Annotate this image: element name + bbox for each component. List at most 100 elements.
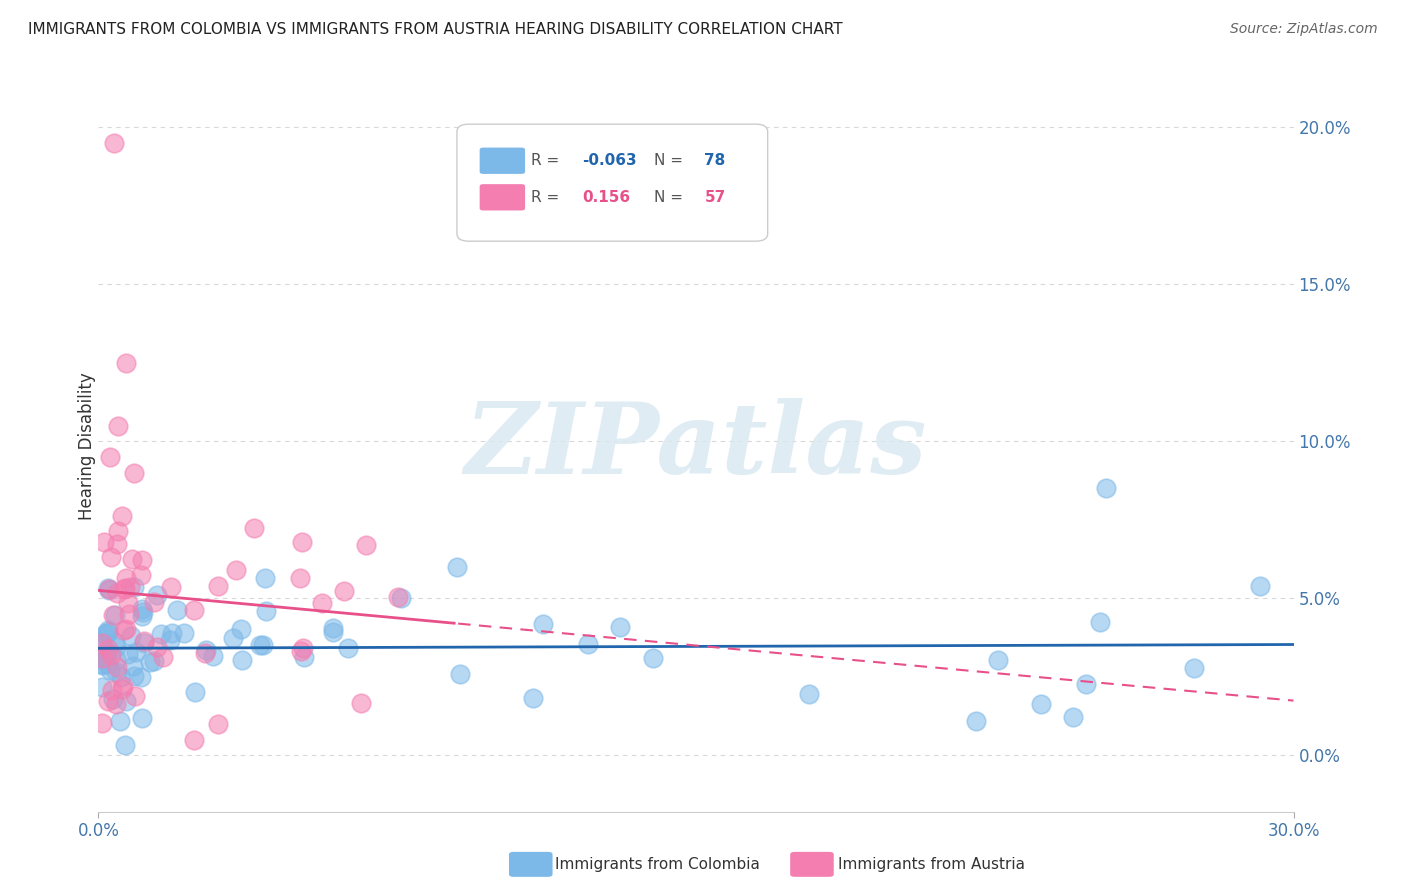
Text: 57: 57 (704, 190, 725, 205)
Point (221, 632, 243, 646)
Point (91, 650, 114, 665)
Point (254, 604, 277, 618)
Point (91, 636, 114, 650)
Point (107, 418, 129, 433)
Point (97, 624, 120, 638)
Point (114, 738, 136, 752)
Point (387, 590, 409, 604)
Point (229, 622, 252, 636)
Point (101, 683, 124, 698)
Point (115, 570, 138, 584)
Text: R =: R = (531, 190, 564, 205)
Point (243, 521, 266, 535)
Text: 78: 78 (704, 153, 725, 169)
Point (142, 654, 165, 668)
Point (350, 696, 373, 710)
Text: R =: R = (531, 153, 564, 169)
Point (965, 714, 987, 728)
FancyBboxPatch shape (479, 184, 524, 211)
Point (91, 715, 114, 730)
FancyBboxPatch shape (479, 147, 524, 174)
Point (112, 582, 135, 597)
Point (446, 559, 468, 574)
Point (449, 666, 471, 681)
Text: 0.156: 0.156 (582, 190, 630, 205)
Point (207, 717, 229, 731)
Point (1182, 661, 1205, 675)
Point (98, 663, 121, 677)
Text: -0.063: -0.063 (582, 153, 637, 169)
Point (641, 650, 664, 665)
Point (987, 653, 1010, 667)
Point (231, 653, 253, 667)
Point (103, 607, 125, 622)
Point (100, 648, 122, 663)
Point (105, 586, 128, 600)
Point (249, 638, 271, 652)
Point (120, 629, 142, 643)
Point (105, 537, 128, 551)
Point (333, 584, 356, 599)
Point (104, 665, 127, 680)
Point (96, 626, 118, 640)
Point (292, 649, 315, 664)
Point (104, 607, 127, 622)
Point (1031, 697, 1053, 711)
Point (1088, 615, 1111, 629)
Point (97, 624, 120, 639)
Point (152, 650, 174, 665)
Point (173, 626, 195, 640)
Text: N =: N = (654, 190, 688, 205)
Point (160, 626, 183, 640)
Point (131, 608, 153, 623)
Point (117, 596, 139, 610)
Point (290, 643, 312, 657)
Point (132, 605, 155, 619)
Point (609, 620, 631, 634)
Point (115, 356, 138, 370)
Point (96, 657, 118, 671)
Point (97, 582, 120, 596)
Point (91, 638, 114, 652)
Point (1076, 677, 1098, 691)
Point (131, 670, 153, 684)
Point (166, 603, 188, 617)
Point (111, 679, 134, 693)
Point (389, 591, 412, 606)
Point (111, 508, 134, 523)
Point (576, 637, 599, 651)
Text: N =: N = (654, 153, 688, 169)
Point (1095, 482, 1118, 496)
Point (146, 588, 169, 602)
Point (94, 649, 117, 664)
Point (110, 714, 132, 728)
Point (105, 660, 128, 674)
Point (1249, 579, 1271, 593)
Point (131, 711, 153, 725)
Point (183, 732, 205, 747)
Point (114, 581, 136, 595)
Point (311, 596, 333, 610)
Point (93, 627, 115, 641)
Point (124, 689, 146, 703)
Point (183, 602, 205, 616)
Point (98, 582, 121, 597)
Point (160, 580, 183, 594)
FancyBboxPatch shape (457, 124, 768, 241)
Point (291, 640, 314, 655)
Y-axis label: Hearing Disability: Hearing Disability (79, 372, 96, 520)
Point (124, 466, 146, 480)
Point (91, 680, 114, 694)
Point (322, 625, 344, 640)
Point (120, 580, 142, 594)
Point (91, 641, 114, 656)
Text: IMMIGRANTS FROM COLOMBIA VS IMMIGRANTS FROM AUSTRIA HEARING DISABILITY CORRELATI: IMMIGRANTS FROM COLOMBIA VS IMMIGRANTS F… (28, 22, 842, 37)
Point (142, 595, 165, 609)
Point (93, 534, 115, 549)
Point (91, 657, 114, 672)
Point (98, 450, 122, 464)
Point (129, 567, 152, 582)
Point (354, 538, 377, 552)
Point (115, 694, 138, 708)
Point (322, 621, 344, 635)
